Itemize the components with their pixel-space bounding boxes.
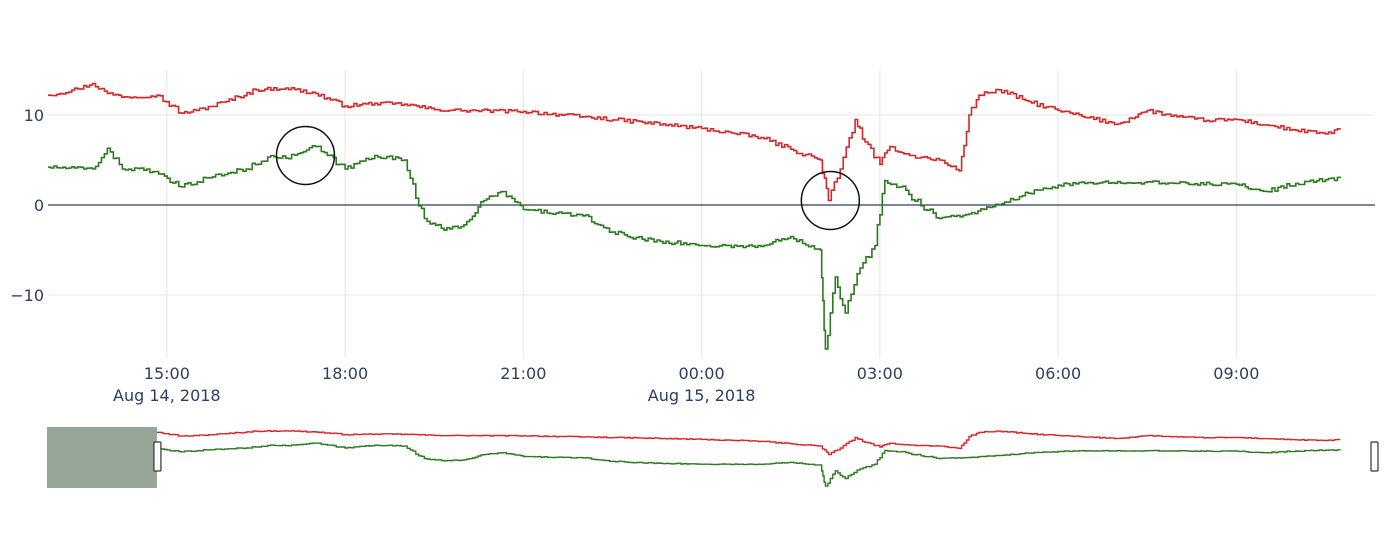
x-tick-label: 03:00 [857, 364, 903, 383]
annotation-circle-2 [800, 170, 861, 231]
range-slider[interactable] [47, 427, 1379, 488]
range-slider-mask [47, 427, 157, 488]
annotation-circle-1 [275, 125, 336, 186]
annotation-layer [275, 125, 861, 231]
y-tick-label: 10 [24, 106, 44, 125]
grid-layer [48, 70, 1375, 358]
x-tick-label: 06:00 [1035, 364, 1081, 383]
plot-area[interactable] [48, 82, 1342, 350]
x-tick-date-label: Aug 15, 2018 [648, 386, 756, 405]
axis-layer: 10 0 −10 15:00 Aug 14, 2018 18:00 21:00 00:00 Au… [10, 106, 1259, 405]
x-tick-label: 15:00 [144, 364, 190, 383]
series-1-line[interactable] [48, 82, 1342, 202]
x-tick-label: 21:00 [500, 364, 546, 383]
y-tick-label: −10 [10, 286, 44, 305]
range-slider-series-2 [158, 442, 1341, 487]
range-slider-series-1 [156, 430, 1341, 456]
range-slider-right-handle[interactable] [1370, 441, 1379, 472]
x-tick-label: 09:00 [1213, 364, 1259, 383]
x-tick-label: 18:00 [322, 364, 368, 383]
range-slider-left-handle[interactable] [153, 441, 162, 472]
series-2-line[interactable] [48, 145, 1342, 350]
x-tick-label: 00:00 [679, 364, 725, 383]
y-tick-label: 0 [34, 196, 44, 215]
x-tick-date-label: Aug 14, 2018 [113, 386, 221, 405]
